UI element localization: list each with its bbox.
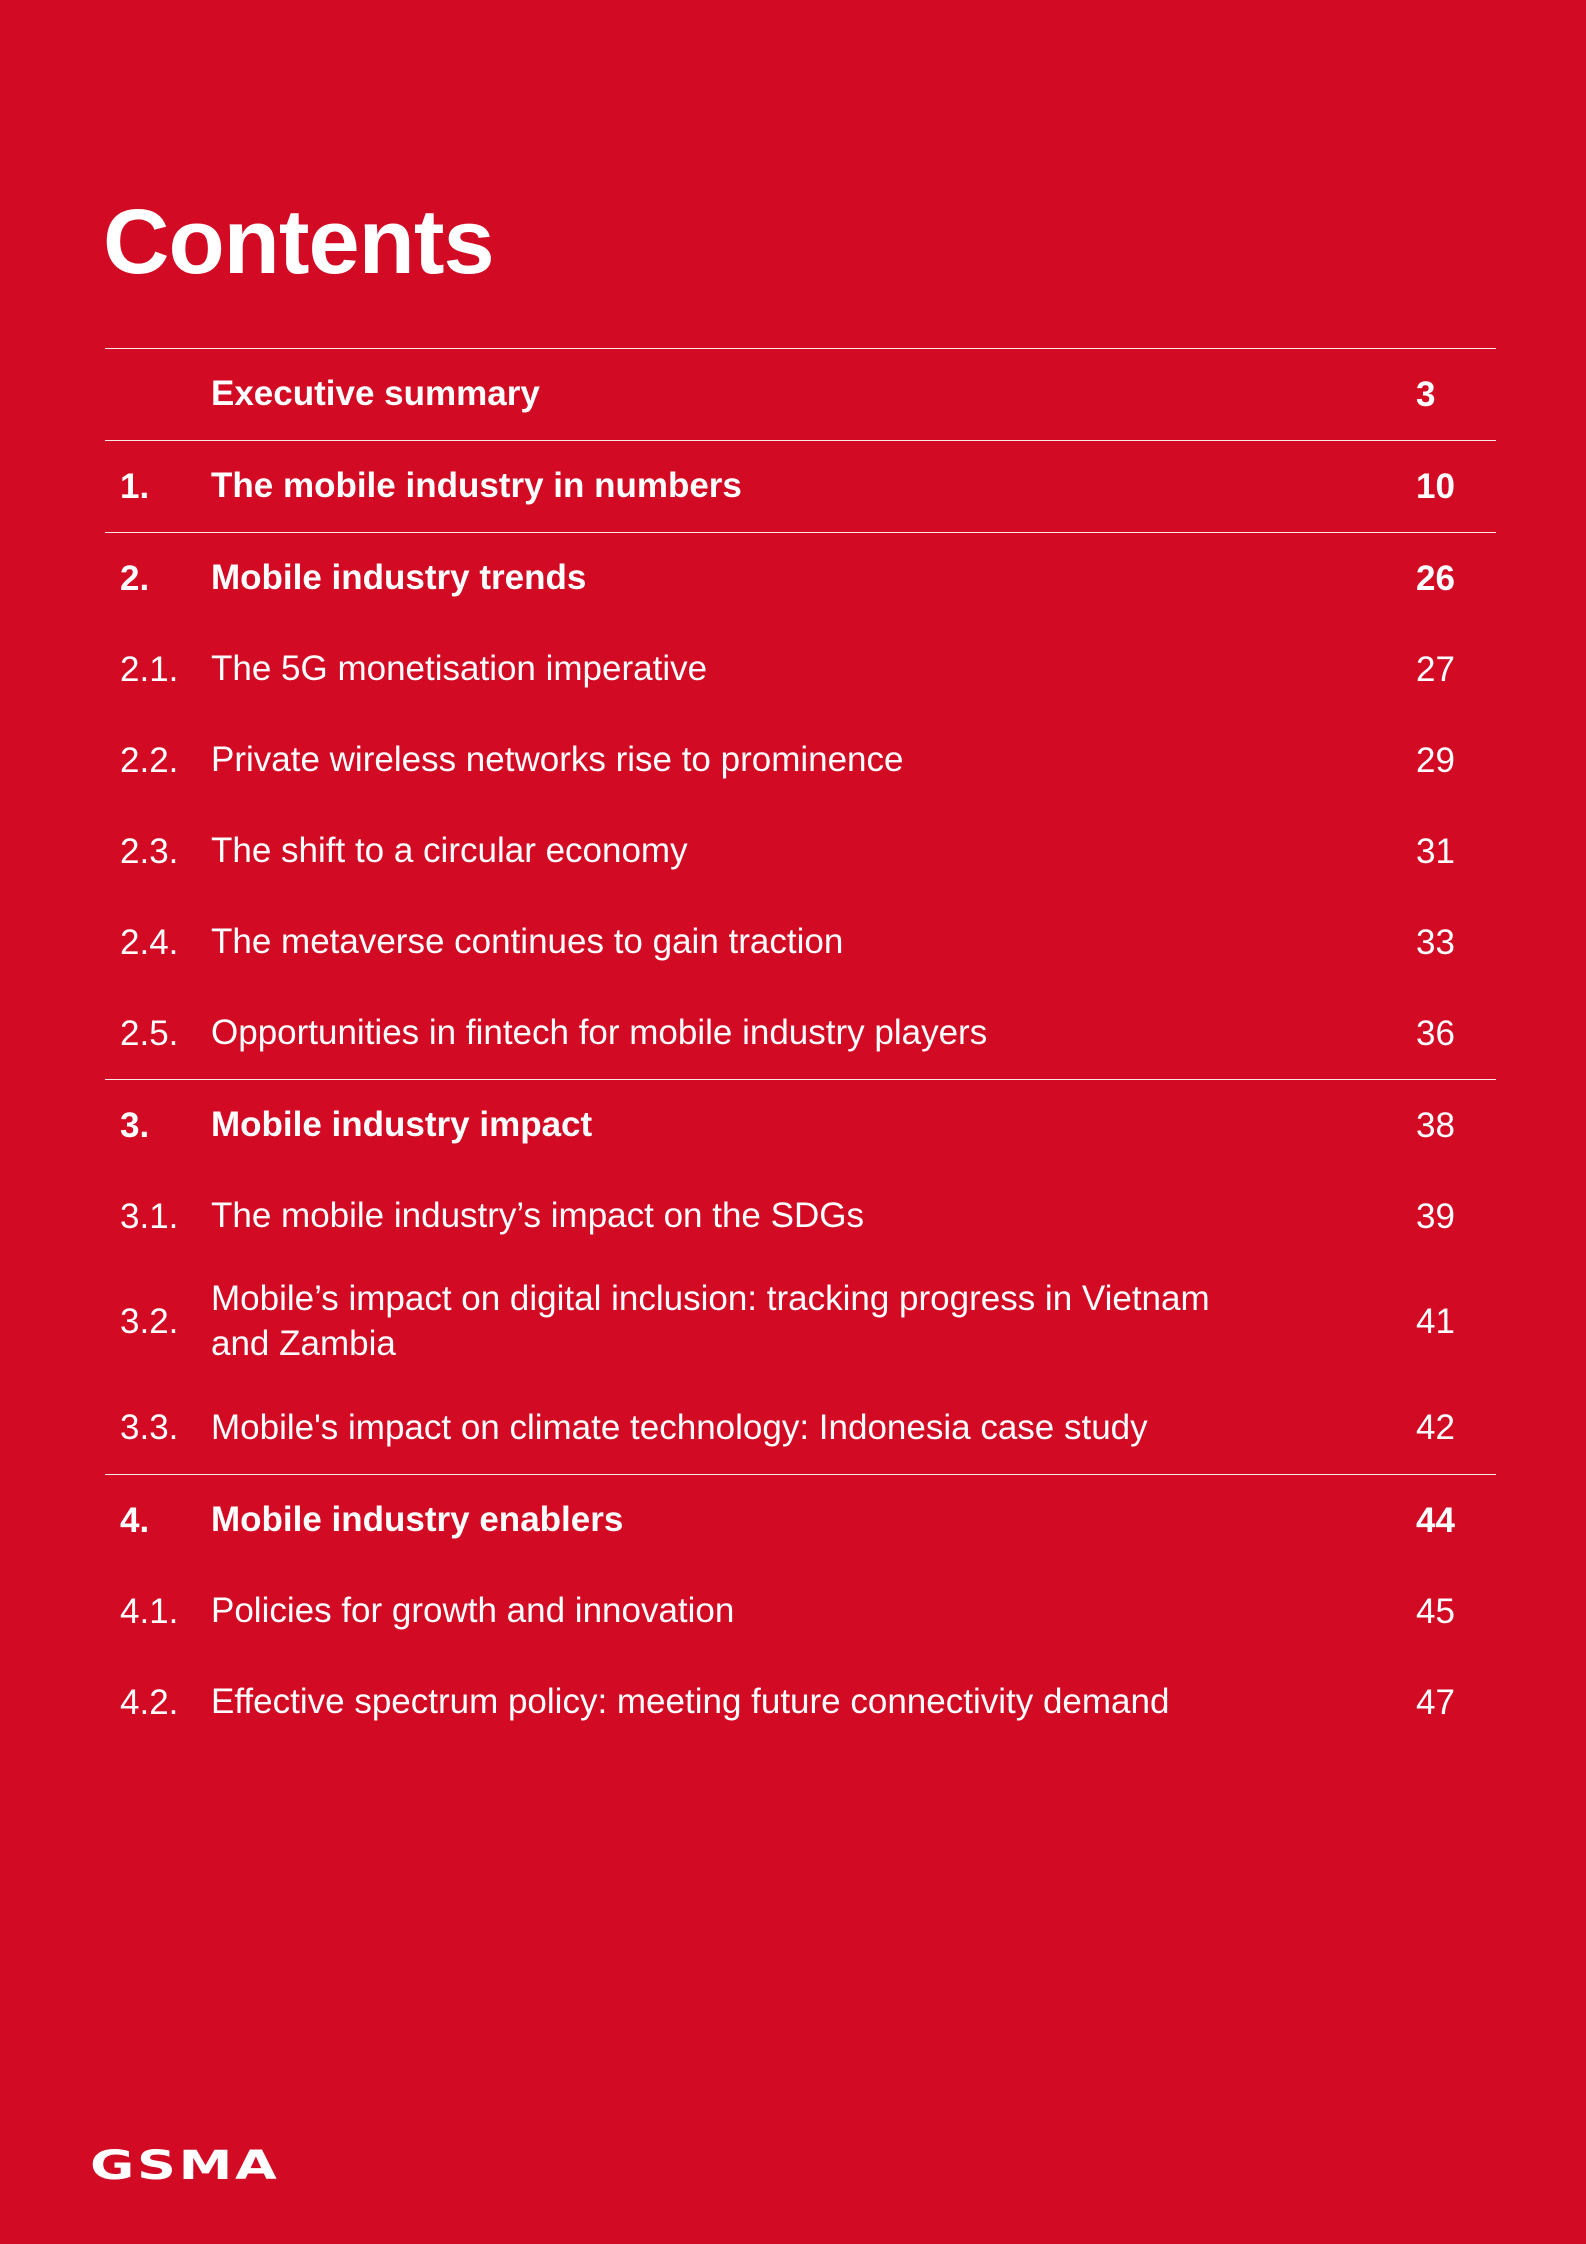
entry-label: Mobile industry impact — [211, 1105, 593, 1145]
entry-number: 4. — [120, 1500, 150, 1540]
toc-entry-3-3[interactable]: 3.3. Mobile's impact on climate technolo… — [105, 1382, 1496, 1474]
entry-page: 39 — [1416, 1196, 1455, 1236]
entry-label: Private wireless networks rise to promin… — [211, 740, 904, 780]
entry-number: 2.2. — [120, 740, 179, 780]
entry-page: 31 — [1416, 831, 1455, 871]
entry-page: 29 — [1416, 740, 1455, 780]
entry-page: 47 — [1416, 1682, 1455, 1722]
entry-page: 42 — [1416, 1408, 1455, 1447]
divider — [105, 1079, 1496, 1080]
entry-label: The 5G monetisation imperative — [211, 649, 708, 689]
entry-page: 27 — [1416, 649, 1455, 689]
entry-label: Opportunities in fintech for mobile indu… — [211, 1013, 988, 1053]
entry-page: 38 — [1416, 1105, 1455, 1145]
toc-entry-2-2[interactable]: 2.2. Private wireless networks rise to p… — [105, 715, 1496, 806]
entry-label: The shift to a circular economy — [211, 831, 688, 871]
toc-entry-executive-summary[interactable]: Executive summary 3 — [105, 349, 1496, 440]
entry-page: 41 — [1416, 1302, 1455, 1341]
entry-number: 3. — [120, 1105, 150, 1145]
toc-entry-section-2[interactable]: 2. Mobile industry trends 26 — [105, 533, 1496, 624]
entry-page: 3 — [1416, 374, 1436, 414]
entry-label: Policies for growth and innovation — [211, 1591, 735, 1631]
gsma-logo: GSMA — [90, 2143, 280, 2189]
entry-label: Mobile’s impact on digital inclusion: tr… — [211, 1279, 1210, 1363]
entry-number: 2.4. — [120, 922, 179, 962]
entry-page: 36 — [1416, 1013, 1455, 1053]
entry-page: 26 — [1416, 558, 1455, 598]
entry-label: Mobile industry enablers — [211, 1500, 624, 1540]
toc-entry-section-1[interactable]: 1. The mobile industry in numbers 10 — [105, 441, 1496, 532]
entry-page: 44 — [1416, 1500, 1455, 1540]
page-title: Contents — [103, 191, 495, 293]
toc-entry-section-4[interactable]: 4. Mobile industry enablers 44 — [105, 1475, 1496, 1566]
entry-number: 2.1. — [120, 649, 179, 689]
entry-label: Mobile industry trends — [211, 558, 587, 598]
entry-number: 3.1. — [120, 1196, 179, 1236]
table-of-contents: Executive summary 3 1. The mobile indust… — [105, 348, 1496, 1748]
toc-entry-3-2[interactable]: 3.2. Mobile’s impact on digital inclusio… — [105, 1262, 1496, 1382]
toc-entry-3-1[interactable]: 3.1. The mobile industry’s impact on the… — [105, 1171, 1496, 1262]
divider — [105, 440, 1496, 441]
entry-number: 4.2. — [120, 1682, 179, 1722]
entry-page: 45 — [1416, 1591, 1455, 1631]
divider — [105, 1474, 1496, 1475]
entry-number: 2.5. — [120, 1013, 179, 1053]
toc-entry-2-5[interactable]: 2.5. Opportunities in fintech for mobile… — [105, 988, 1496, 1079]
divider — [105, 348, 1496, 349]
entry-label: Executive summary — [211, 374, 540, 414]
entry-number: 4.1. — [120, 1591, 179, 1631]
toc-entry-2-4[interactable]: 2.4. The metaverse continues to gain tra… — [105, 897, 1496, 988]
toc-entry-section-3[interactable]: 3. Mobile industry impact 38 — [105, 1080, 1496, 1171]
toc-entry-4-1[interactable]: 4.1. Policies for growth and innovation … — [105, 1566, 1496, 1657]
entry-label: Effective spectrum policy: meeting futur… — [211, 1682, 1170, 1722]
toc-entry-2-1[interactable]: 2.1. The 5G monetisation imperative 27 — [105, 624, 1496, 715]
toc-entry-2-3[interactable]: 2.3. The shift to a circular economy 31 — [105, 806, 1496, 897]
entry-label: The mobile industry in numbers — [211, 466, 742, 506]
toc-entry-4-2[interactable]: 4.2. Effective spectrum policy: meeting … — [105, 1657, 1496, 1748]
entry-number: 1. — [120, 466, 150, 506]
entry-label: The metaverse continues to gain traction — [211, 922, 844, 962]
entry-number: 3.2. — [120, 1302, 179, 1341]
entry-number: 2. — [120, 558, 150, 598]
entry-number: 3.3. — [120, 1408, 179, 1447]
entry-label: Mobile's impact on climate technology: I… — [211, 1407, 1148, 1447]
entry-number: 2.3. — [120, 831, 179, 871]
entry-page: 33 — [1416, 922, 1455, 962]
entry-page: 10 — [1416, 466, 1455, 506]
entry-label: The mobile industry’s impact on the SDGs — [211, 1196, 864, 1236]
divider — [105, 532, 1496, 533]
